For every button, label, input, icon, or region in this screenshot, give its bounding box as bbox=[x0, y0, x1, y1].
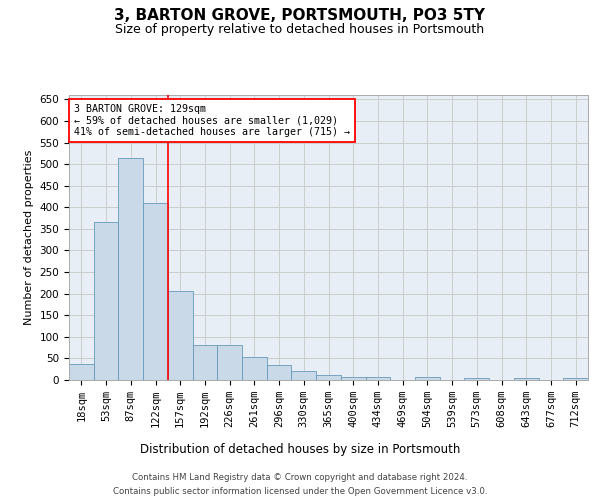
Bar bbox=[143, 203, 168, 380]
Text: Distribution of detached houses by size in Portsmouth: Distribution of detached houses by size … bbox=[140, 442, 460, 456]
Bar bbox=[94, 222, 118, 380]
Bar bbox=[217, 344, 242, 380]
Y-axis label: Number of detached properties: Number of detached properties bbox=[24, 150, 34, 325]
Text: 3, BARTON GROVE, PORTSMOUTH, PO3 5TY: 3, BARTON GROVE, PORTSMOUTH, PO3 5TY bbox=[115, 8, 485, 22]
Bar bbox=[341, 376, 365, 380]
Bar bbox=[563, 378, 588, 380]
Text: Size of property relative to detached houses in Portsmouth: Size of property relative to detached ho… bbox=[115, 22, 485, 36]
Text: 3 BARTON GROVE: 129sqm
← 59% of detached houses are smaller (1,029)
41% of semi-: 3 BARTON GROVE: 129sqm ← 59% of detached… bbox=[74, 104, 350, 137]
Bar bbox=[193, 344, 217, 380]
Bar bbox=[415, 376, 440, 380]
Bar bbox=[242, 356, 267, 380]
Bar bbox=[267, 366, 292, 380]
Bar bbox=[118, 158, 143, 380]
Bar bbox=[168, 292, 193, 380]
Bar bbox=[316, 375, 341, 380]
Text: Contains public sector information licensed under the Open Government Licence v3: Contains public sector information licen… bbox=[113, 488, 487, 496]
Bar bbox=[69, 364, 94, 380]
Text: Contains HM Land Registry data © Crown copyright and database right 2024.: Contains HM Land Registry data © Crown c… bbox=[132, 472, 468, 482]
Bar bbox=[292, 370, 316, 380]
Bar bbox=[464, 378, 489, 380]
Bar bbox=[365, 376, 390, 380]
Bar bbox=[514, 378, 539, 380]
